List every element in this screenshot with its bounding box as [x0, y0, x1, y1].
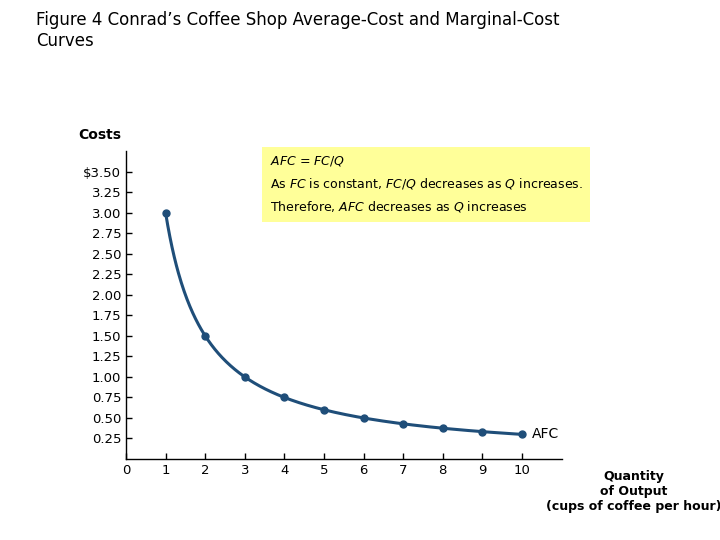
- Text: Costs: Costs: [78, 128, 122, 142]
- Text: AFC: AFC: [532, 427, 559, 441]
- Text: Figure 4 Conrad’s Coffee Shop Average-Cost and Marginal-Cost
Curves: Figure 4 Conrad’s Coffee Shop Average-Co…: [36, 11, 559, 50]
- Text: $\it{AFC}$ = $\it{FC/Q}$
As $\it{FC}$ is constant, $\it{FC/Q}$ decreases as $\it: $\it{AFC}$ = $\it{FC/Q}$ As $\it{FC}$ is…: [270, 154, 582, 214]
- Text: Quantity
of Output
(cups of coffee per hour): Quantity of Output (cups of coffee per h…: [546, 470, 720, 513]
